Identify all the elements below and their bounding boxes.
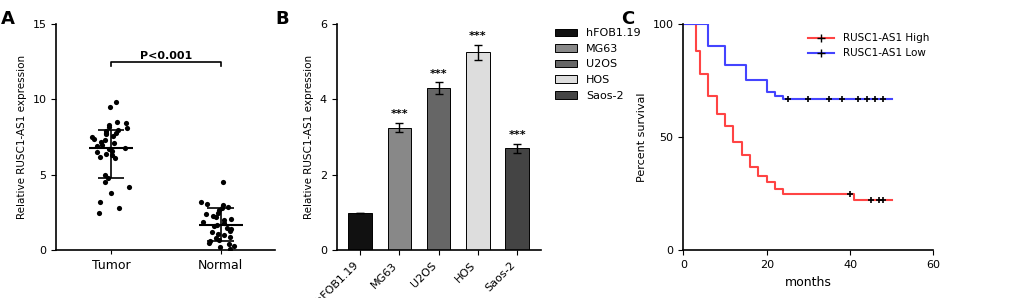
Point	[97, 173, 113, 177]
Point	[215, 233, 231, 238]
Text: B: B	[275, 10, 288, 28]
Point	[108, 100, 124, 105]
Point	[100, 176, 116, 180]
Text: ***: ***	[390, 109, 408, 119]
Point	[104, 153, 120, 158]
Point	[98, 132, 114, 136]
Text: ***: ***	[507, 130, 526, 140]
Point	[91, 210, 107, 215]
Point	[193, 200, 209, 204]
Point	[94, 142, 110, 147]
Y-axis label: Relative RUSC1-AS1 expression: Relative RUSC1-AS1 expression	[16, 55, 26, 219]
Point	[211, 207, 227, 212]
Point	[215, 221, 231, 226]
Point	[206, 224, 222, 229]
Point	[86, 136, 102, 141]
Bar	[387, 128, 411, 250]
Point	[89, 144, 105, 148]
Legend: hFOB1.19, MG63, U2OS, HOS, Saos-2: hFOB1.19, MG63, U2OS, HOS, Saos-2	[550, 24, 645, 105]
Point	[222, 246, 238, 251]
Point	[222, 234, 238, 239]
Text: ***: ***	[429, 69, 447, 79]
Point	[111, 206, 127, 210]
Point	[93, 139, 109, 144]
Point	[199, 201, 215, 206]
Point	[220, 242, 236, 247]
Point	[209, 210, 225, 215]
Point	[101, 105, 117, 109]
Point	[216, 218, 232, 223]
Bar	[504, 148, 528, 250]
Point	[209, 231, 225, 236]
Y-axis label: Relative RUSC1-AS1 expression: Relative RUSC1-AS1 expression	[304, 55, 314, 219]
Point	[106, 141, 122, 145]
Text: C: C	[621, 10, 634, 28]
Point	[84, 135, 100, 139]
Point	[106, 156, 122, 161]
Y-axis label: Percent survival: Percent survival	[637, 92, 646, 182]
Point	[98, 129, 114, 134]
Point	[103, 190, 119, 195]
Point	[103, 148, 119, 153]
X-axis label: months: months	[785, 276, 830, 288]
Point	[97, 151, 113, 156]
Point	[225, 243, 242, 248]
Point	[100, 124, 116, 129]
Point	[222, 227, 238, 232]
Point	[208, 236, 224, 240]
Point	[202, 239, 218, 244]
Point	[208, 215, 224, 220]
Point	[195, 219, 211, 224]
Point	[214, 180, 230, 185]
Point	[117, 145, 133, 150]
Point	[121, 184, 138, 189]
Point	[219, 204, 235, 209]
Text: A: A	[1, 10, 15, 28]
Point	[108, 130, 124, 135]
Point	[110, 127, 126, 132]
Point	[198, 212, 214, 216]
Bar	[348, 212, 372, 250]
Point	[222, 216, 238, 221]
Point	[221, 228, 237, 233]
Point	[93, 200, 109, 204]
Point	[214, 203, 230, 207]
Point	[117, 121, 133, 126]
Point	[210, 238, 226, 242]
Point	[214, 206, 230, 210]
Bar	[466, 52, 489, 250]
Point	[218, 225, 234, 230]
Text: P<0.001: P<0.001	[140, 51, 192, 61]
Point	[201, 240, 217, 245]
Point	[118, 126, 135, 131]
Text: ***: ***	[469, 31, 486, 41]
Point	[109, 119, 125, 124]
Point	[100, 122, 116, 127]
Point	[212, 245, 228, 250]
Point	[89, 150, 105, 155]
Point	[97, 138, 113, 142]
Legend: RUSC1-AS1 High, RUSC1-AS1 Low: RUSC1-AS1 High, RUSC1-AS1 Low	[803, 29, 932, 63]
Point	[101, 147, 117, 152]
Point	[92, 154, 108, 159]
Point	[209, 222, 225, 227]
Point	[205, 213, 221, 218]
Point	[204, 230, 220, 235]
Point	[105, 133, 121, 138]
Point	[98, 130, 114, 135]
Point	[97, 180, 113, 185]
Bar	[426, 88, 450, 250]
